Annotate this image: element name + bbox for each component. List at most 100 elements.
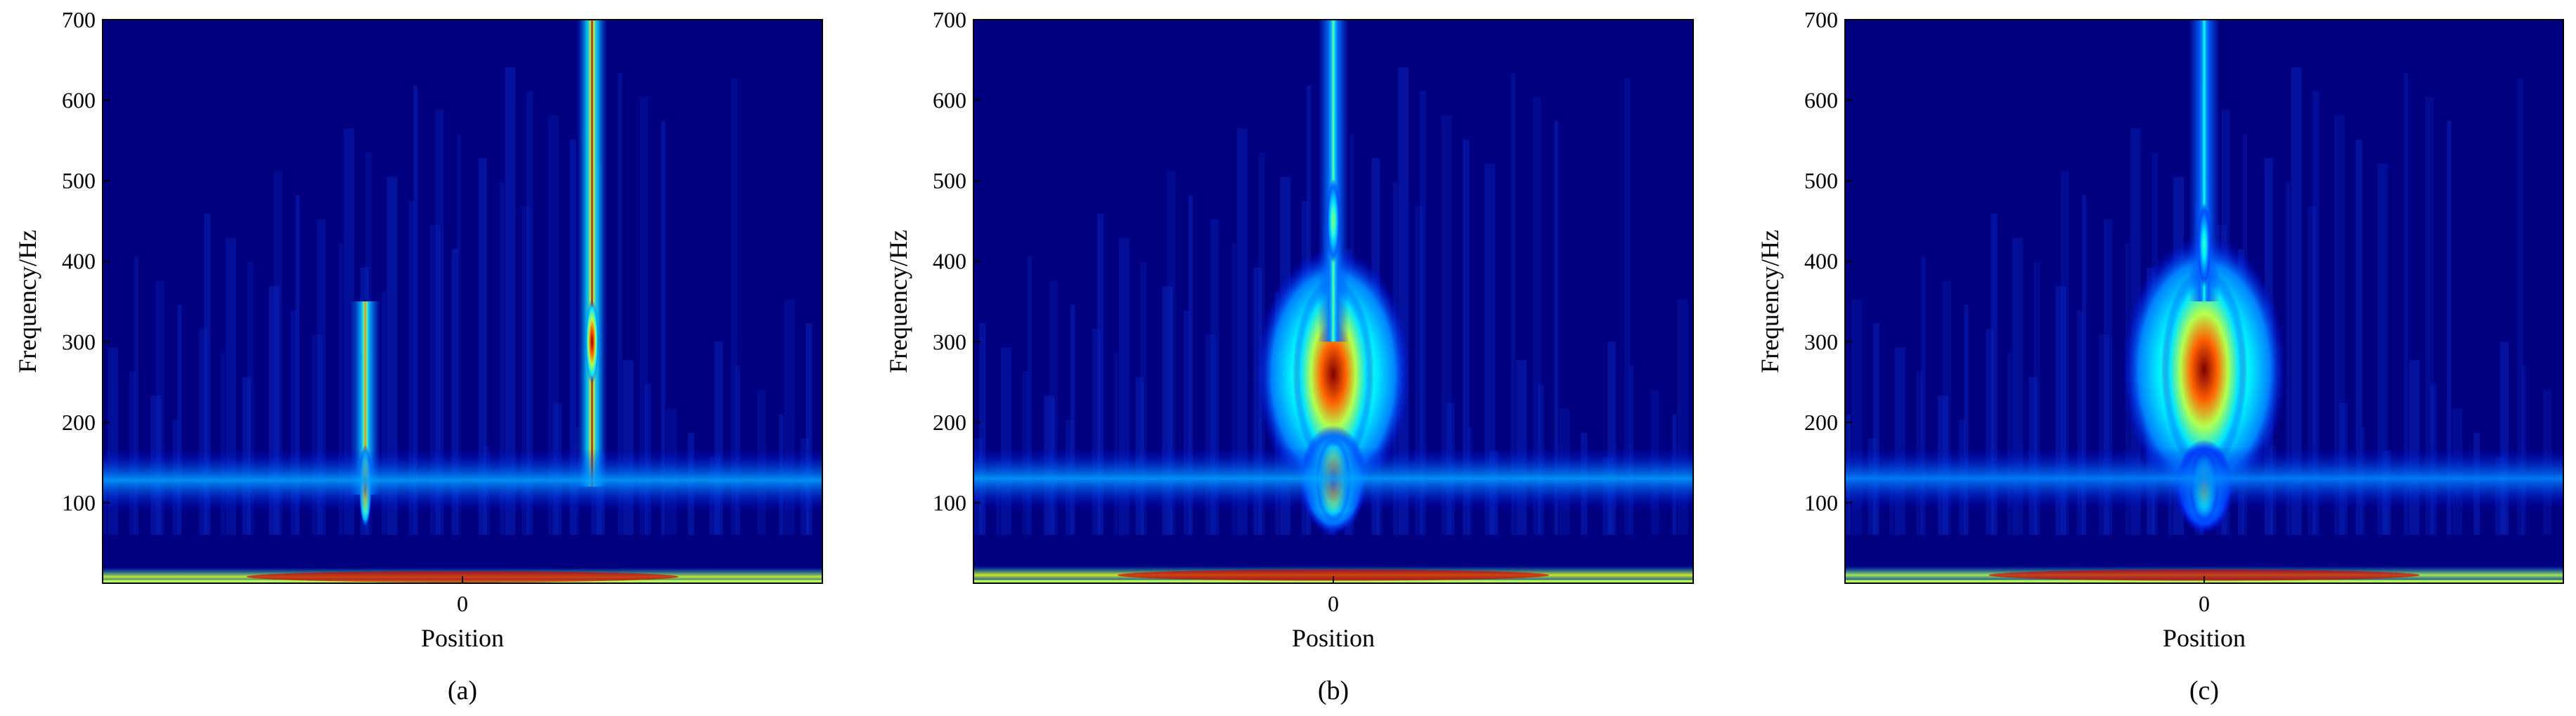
energy-ridge <box>586 20 598 487</box>
texture-streak <box>2291 67 2302 535</box>
y-tick-label: 100 <box>1804 490 1838 515</box>
texture-streak <box>1510 72 1515 535</box>
texture-streak <box>1532 96 1541 535</box>
energy-peak <box>1293 277 1374 471</box>
ridge-peak <box>1327 178 1340 263</box>
y-tick-label: 600 <box>1804 88 1838 113</box>
texture-streak <box>1231 243 1236 535</box>
texture-streak <box>2377 164 2388 535</box>
spectrogram-area <box>103 20 822 583</box>
y-tick-label: 300 <box>1804 329 1838 354</box>
y-tick-label: 500 <box>62 168 96 193</box>
x-tick-label: 0 <box>457 591 468 616</box>
texture-streak <box>1113 353 1118 535</box>
texture-streak <box>1484 164 1496 535</box>
texture-streak <box>1921 256 1926 535</box>
texture-streak <box>500 182 505 535</box>
texture-streak <box>2334 115 2345 535</box>
panel-label: (a) <box>448 676 477 705</box>
texture-streak <box>2404 72 2409 535</box>
y-tick-label: 100 <box>62 490 96 515</box>
y-tick-label: 200 <box>1804 410 1838 435</box>
texture-streak <box>247 261 254 535</box>
texture-streak <box>505 67 516 535</box>
panel-c: 100 200 300 400 500 600 700 0 Position Frequency/… <box>1756 7 2564 705</box>
texture-streak <box>2007 353 2012 535</box>
x-axis-label: Position <box>421 624 504 652</box>
y-tick-label: 300 <box>933 329 966 354</box>
texture-streak <box>526 91 533 535</box>
texture-streak <box>618 72 623 535</box>
texture-streak <box>1872 323 1879 535</box>
y-tick-label: 600 <box>933 88 966 113</box>
texture-streak <box>1441 115 1452 535</box>
texture-streak <box>1070 304 1075 535</box>
y-tick-label: 300 <box>62 329 96 354</box>
texture-streak <box>1027 256 1032 535</box>
y-tick-label: 700 <box>1804 7 1838 32</box>
texture-streak <box>204 214 211 535</box>
y-tick-label: 100 <box>933 490 966 515</box>
texture-streak <box>2516 78 2523 535</box>
texture-streak <box>2425 96 2434 535</box>
texture-streak <box>2082 195 2087 535</box>
x-axis-label: Position <box>2163 624 2246 652</box>
texture-streak <box>1236 128 1248 535</box>
low-frequency-peak <box>1988 569 2420 581</box>
texture-streak <box>435 110 444 535</box>
texture-streak <box>2033 261 2040 535</box>
energy-peak <box>2161 267 2248 473</box>
texture-streak <box>1140 261 1147 535</box>
texture-streak <box>290 310 297 535</box>
texture-streak <box>338 243 343 535</box>
texture-streak <box>408 200 415 535</box>
frequency-band <box>103 448 822 512</box>
y-tick-label: 200 <box>933 410 966 435</box>
y-tick-label: 400 <box>62 249 96 274</box>
panel-label: (c) <box>2189 676 2219 705</box>
spectrogram-area <box>1845 20 2563 583</box>
texture-streak <box>979 323 986 535</box>
texture-streak <box>2312 91 2319 535</box>
frequency-band <box>973 447 1693 511</box>
texture-streak <box>2286 182 2291 535</box>
texture-streak <box>177 304 182 535</box>
y-axis-label: Frequency/Hz <box>1756 230 1784 373</box>
ridge-peak <box>2198 202 2211 287</box>
texture-streak <box>1991 214 1998 535</box>
texture-streak <box>2355 139 2362 535</box>
texture-streak <box>1419 91 1426 535</box>
texture-streak <box>1463 139 1470 535</box>
x-tick-label: 0 <box>1328 591 1339 616</box>
texture-streak <box>273 171 283 535</box>
y-tick-label: 500 <box>933 168 966 193</box>
y-tick-label: 600 <box>62 88 96 113</box>
y-tick-label: 200 <box>62 410 96 435</box>
texture-streak <box>456 134 461 535</box>
texture-streak <box>1189 195 1193 535</box>
x-tick-label: 0 <box>2199 591 2210 616</box>
texture-streak <box>2077 310 2084 535</box>
texture-streak <box>1167 171 1176 535</box>
texture-streak <box>295 195 300 535</box>
texture-streak <box>382 292 387 535</box>
texture-streak <box>220 353 225 535</box>
texture-streak <box>2447 121 2452 535</box>
texture-streak <box>1964 304 1969 535</box>
texture-streak <box>1184 310 1191 535</box>
y-axis-label: Frequency/Hz <box>884 230 912 373</box>
texture-streak <box>1624 78 1631 535</box>
texture-streak <box>413 85 418 535</box>
y-tick-label: 500 <box>1804 168 1838 193</box>
low-frequency-peak <box>1117 569 1550 581</box>
energy-ridge <box>359 301 371 495</box>
x-axis-label: Position <box>1292 624 1375 652</box>
texture-streak <box>805 323 813 535</box>
texture-streak <box>548 115 559 535</box>
texture-streak <box>730 78 737 535</box>
texture-streak <box>451 249 458 535</box>
y-axis-label: Frequency/Hz <box>13 230 41 373</box>
y-tick-label: 400 <box>933 249 966 274</box>
texture-streak <box>2060 171 2069 535</box>
